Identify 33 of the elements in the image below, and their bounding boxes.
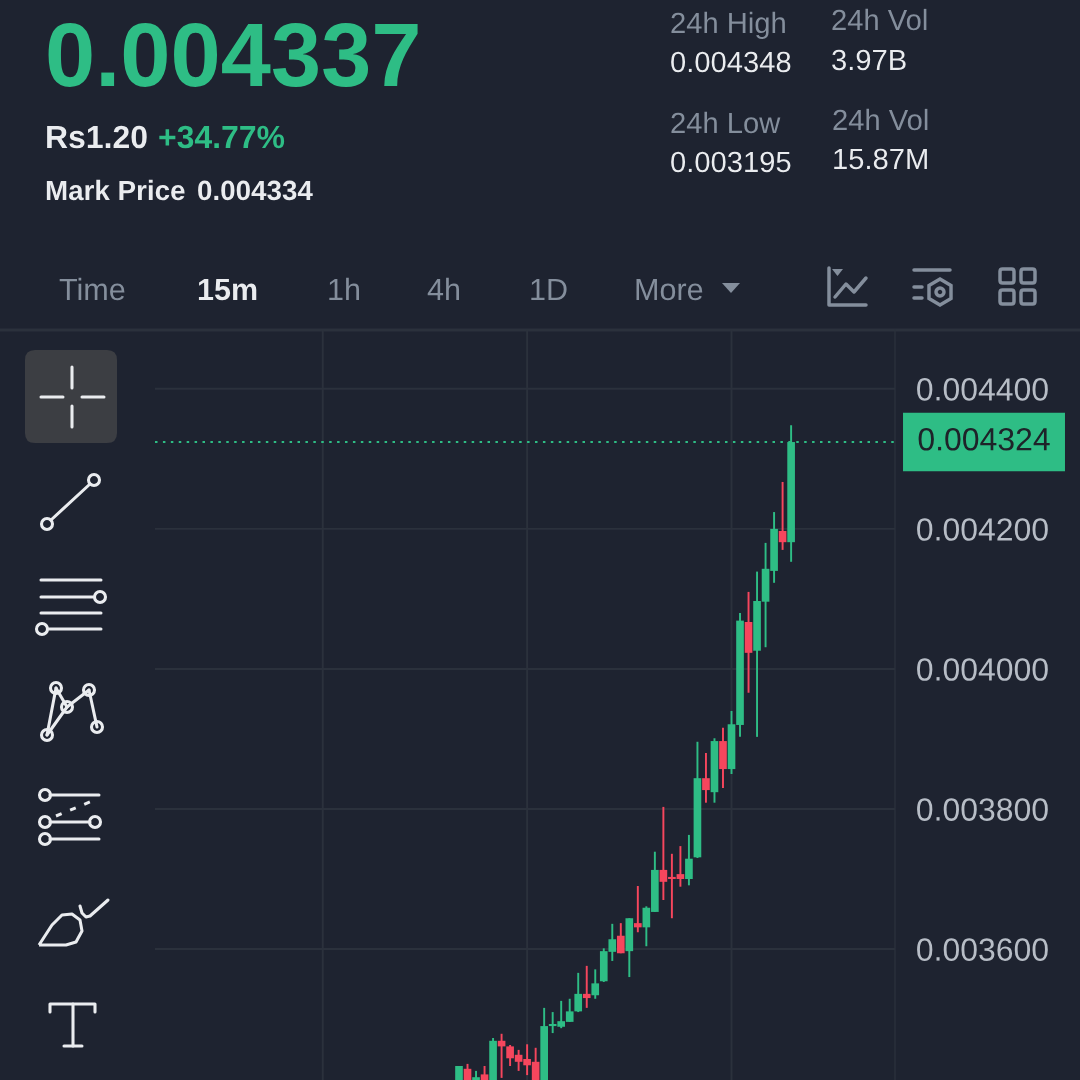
candlestick [634,885,642,934]
text: Mark Price [46,179,185,201]
candlestick [778,480,787,551]
candlestick [591,968,600,1000]
candlestick [702,752,710,804]
ref-line-label: 0.004324 [918,428,1050,451]
y-tick-label: 0.004000 [917,658,1048,681]
text: 15m [198,278,257,301]
candlestick [685,833,693,887]
y-tick-label: 0.003600 [917,938,1048,961]
text: Time [59,277,125,301]
text: 24h Vol [833,108,928,131]
text: 0.004348 [671,51,791,73]
candlestick [582,964,591,1009]
text: +34.77% [159,125,285,149]
y-tick-label: 0.003800 [917,798,1048,821]
text: 0.003195 [671,151,791,173]
text: 24h Low [671,111,781,134]
y-tick-label: 0.004400 [917,378,1048,401]
chart-title: 0.004337 [48,22,418,88]
text: 3.97B [832,49,906,71]
text: 0.004334 [198,180,313,201]
text: Rs1.20 [47,125,147,149]
y-tick-label: 0.004200 [917,518,1048,541]
text: 1h [329,277,359,300]
text: 4h [427,277,459,300]
text: 1D [531,278,567,300]
text: 24h Vol [832,8,927,31]
text: 24h High [671,11,785,40]
text: More [636,278,703,301]
candlestick [574,971,583,1014]
text: 15.87M [834,148,927,170]
candlestick [616,922,625,955]
